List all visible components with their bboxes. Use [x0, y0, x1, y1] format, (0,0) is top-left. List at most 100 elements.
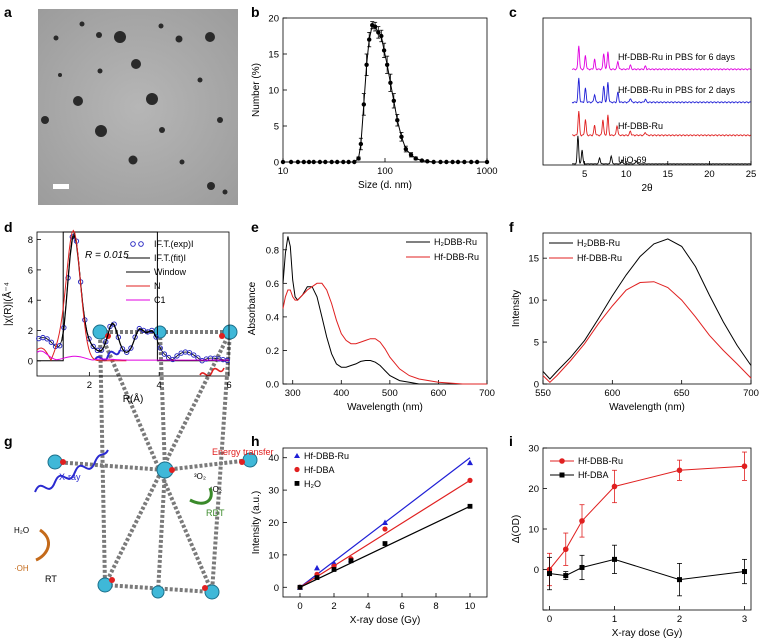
exp-data-point [170, 356, 176, 363]
pxrd-series-line [571, 77, 751, 104]
legend-marker-exp [130, 241, 136, 247]
x-tick-label-c: 5 [582, 169, 587, 180]
data-point [676, 467, 683, 474]
size-data-point [399, 134, 404, 139]
x-tick-label-d: 4 [157, 380, 162, 391]
oxygen-atom [239, 459, 245, 465]
x-axis-label-e: Wavelength (nm) [347, 402, 423, 413]
x-axis-label-h: X-ray dose (Gy) [350, 615, 421, 626]
xray-wave [34, 449, 109, 493]
x-tick-label-i: 1 [612, 614, 617, 625]
x-axis-label-i: X-ray dose (Gy) [612, 628, 683, 638]
legend-label: Hf-DBB-Ru [304, 451, 349, 461]
x-axis-label-c: 2θ [641, 183, 653, 194]
y-tick-label-d: 0 [28, 356, 33, 367]
x-tick-label-c: 25 [746, 169, 757, 180]
x-tick-label-h: 6 [399, 601, 404, 612]
size-data-point [372, 24, 378, 29]
size-data-point [419, 158, 425, 163]
x-tick-label-e: 400 [333, 388, 349, 399]
hf-cluster [204, 584, 220, 600]
nanoparticle [159, 127, 165, 133]
c1-path-line [36, 350, 229, 361]
legend-marker [559, 472, 565, 478]
size-data-point [306, 159, 312, 165]
rdt-arrow [189, 487, 213, 505]
panel-letter-i: i [509, 433, 513, 449]
x-tick-label-i: 0 [547, 614, 552, 625]
plot-frame-f [542, 232, 752, 385]
x-tick-label-b: 100 [377, 166, 393, 177]
y-axis-label-d: |χ(R)|(Å⁻⁴ [1, 282, 14, 326]
nanoparticle [95, 125, 107, 137]
legend-label: Hf-DBB-Ru [434, 252, 479, 262]
pxrd-series-line [571, 135, 751, 165]
size-data-point [431, 159, 436, 165]
x-tick-label-c: 15 [663, 169, 674, 180]
size-data-point [395, 118, 400, 123]
data-point [612, 556, 617, 562]
window-line [37, 231, 229, 362]
exp-data-point [128, 345, 134, 351]
y-tick-label-h: 40 [268, 453, 279, 464]
nanoparticle [222, 189, 228, 195]
tem-image [38, 9, 238, 205]
size-data-point [301, 159, 307, 165]
hf-cluster [92, 324, 108, 340]
size-data-point [381, 48, 387, 53]
size-data-point [474, 159, 480, 165]
size-data-point [438, 159, 443, 165]
nanoparticle [205, 32, 215, 42]
size-data-point [455, 159, 461, 165]
fit-line [299, 505, 471, 588]
exp-data-point [149, 327, 155, 334]
legend-label: Hf-DBA [578, 470, 609, 480]
size-data-point [356, 156, 361, 161]
data-point [562, 546, 569, 553]
size-data-point [413, 156, 418, 161]
x-tick-label-d: 6 [226, 380, 231, 391]
size-data-point [450, 159, 455, 165]
y-axis-label-f: Intensity [511, 290, 522, 327]
exp-data-point [44, 336, 50, 342]
y-tick-label-e: 0.0 [266, 380, 279, 391]
exp-data-point [186, 350, 193, 356]
x-axis-label-b: Size (d. nm) [358, 180, 412, 191]
size-data-point [444, 159, 449, 165]
y-tick-label-e: 0.2 [266, 346, 279, 357]
panel-letter-h: h [251, 433, 260, 449]
size-data-point [484, 159, 490, 165]
legend-label: Window [154, 267, 187, 277]
y-tick-label-f: 5 [534, 338, 539, 349]
legend-label: H₂O [304, 479, 321, 489]
xray-label: X-ray [59, 472, 81, 482]
pxrd-series-label: UiO-69 [618, 155, 647, 165]
y-tick-label-b: 15 [268, 50, 279, 61]
y-tick-label-f: 15 [528, 254, 539, 265]
size-data-point [388, 80, 393, 86]
energy-transfer-wave [199, 367, 225, 377]
legend-marker-exp [138, 241, 144, 247]
data-point [348, 558, 354, 564]
size-data-point [376, 30, 381, 35]
y-tick-label-b: 0 [274, 158, 279, 169]
y-tick-label-i: 20 [528, 484, 539, 495]
nanoparticle [197, 77, 203, 83]
spectrum-line [542, 238, 752, 380]
legend-label: Hf-DBB-Ru [577, 253, 622, 263]
data-point [742, 569, 747, 575]
size-data-point [295, 159, 301, 165]
y-tick-label-f: 0 [534, 380, 539, 391]
x-axis-label-f: Wavelength (nm) [609, 402, 685, 413]
x-tick-label-d: 2 [87, 380, 92, 391]
legend-marker [559, 458, 565, 464]
y-tick-label-i: 30 [528, 444, 539, 455]
legend-label: C1 [154, 295, 166, 305]
nanoparticle [179, 159, 185, 165]
y-tick-label-h: 10 [268, 550, 279, 561]
triplet-oxygen-label: ³O₂ [194, 472, 206, 481]
y-tick-label-h: 0 [274, 583, 279, 594]
exp-data-point [57, 343, 63, 349]
